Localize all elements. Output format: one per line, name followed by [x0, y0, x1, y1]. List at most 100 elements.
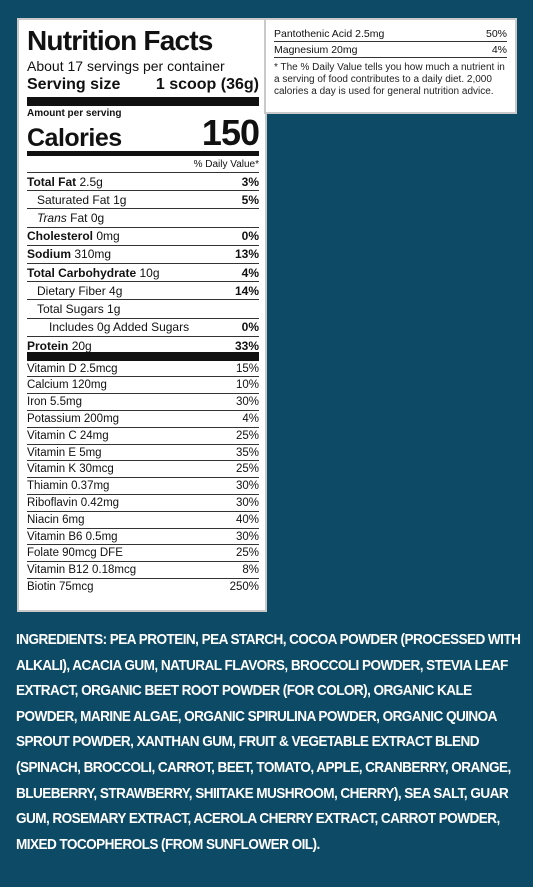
vitamin-row: Vitamin E 5mg 35%	[27, 445, 259, 462]
nutrient-row-total-fat: Total Fat 2.5g 3%	[27, 173, 259, 192]
vitamin-row: Potassium 200mg 4%	[27, 411, 259, 428]
nutrient-dv: 3%	[241, 174, 259, 189]
nutrient-amount: 1g	[113, 192, 127, 207]
nutrient-amount: 20g	[71, 338, 92, 353]
nutrient-amount: 1g	[107, 301, 121, 316]
vitamin-dv: 15%	[235, 362, 259, 375]
nutrient-dv: 0%	[241, 229, 259, 244]
vitamin-row: Riboflavin 0.42mg 30%	[27, 495, 259, 512]
vitamin-dv: 40%	[235, 513, 259, 526]
vitamin-name: Niacin 6mg	[27, 513, 85, 526]
vitamin-dv: 10%	[235, 379, 259, 392]
vitamin-dv: 250%	[229, 581, 259, 594]
nutrient-dv: 0%	[241, 320, 259, 335]
nutrient-name: Magnesium 20mg	[274, 43, 358, 56]
vitamin-name: Vitamin B12 0.18mcg	[27, 564, 137, 577]
vitamin-name: Vitamin K 30mcg	[27, 463, 114, 476]
serving-size-row: Serving size 1 scoop (36g)	[27, 75, 259, 106]
nutrient-dv: 4%	[491, 43, 507, 56]
vitamin-dv: 25%	[235, 547, 259, 560]
nutrient-dv: 5%	[241, 192, 259, 207]
vitamin-row: Vitamin K 30mcg 25%	[27, 461, 259, 479]
vitamin-row: Vitamin B6 0.5mg 30%	[27, 529, 259, 546]
nutrient-name: Cholesterol	[27, 229, 94, 244]
calories-value: 150	[201, 112, 260, 153]
nutrient-amount: 0mg	[96, 229, 120, 244]
vitamin-row: Calcium 120mg 10%	[27, 377, 259, 395]
nutrient-dv: 33%	[234, 338, 259, 353]
nutrient-row-added-sugars: Includes 0g Added Sugars 0%	[27, 319, 259, 337]
nutrient-row-total-sugars: Total Sugars 1g	[27, 300, 259, 319]
vitamin-name: Riboflavin 0.42mg	[27, 496, 120, 509]
nutrient-name: Total Fat	[27, 174, 77, 189]
nutrition-facts-panel: Nutrition Facts About 17 servings per co…	[17, 18, 267, 612]
nutrient-name: Pantothenic Acid 2.5mg	[274, 27, 385, 40]
vitamin-name: Thiamin 0.37mg	[27, 480, 110, 493]
calories-row: Calories 150	[27, 115, 260, 156]
nutrient-name: Protein	[27, 338, 69, 353]
vitamin-row: Iron 5.5mg 30%	[27, 394, 259, 412]
ingredients-list: PEA PROTEIN, PEA STARCH, COCOA POWDER (P…	[16, 632, 521, 853]
nutrient-row-saturated-fat: Saturated Fat 1g 5%	[27, 191, 259, 210]
nutrient-row-dietary-fiber: Dietary Fiber 4g 14%	[27, 282, 259, 301]
nutrient-dv: 14%	[234, 283, 259, 298]
amount-per-serving: Amount per serving	[27, 108, 122, 119]
nutrient-row-sodium: Sodium 310mg 13%	[27, 246, 259, 264]
nutrient-amount: 310mg	[74, 247, 112, 262]
vitamin-dv: 25%	[235, 463, 259, 476]
vitamin-dv: 4%	[242, 412, 259, 425]
vitamin-name: Folate 90mcg DFE	[27, 547, 123, 560]
vitamin-name: Vitamin C 24mg	[27, 429, 109, 442]
nutrient-name: Saturated Fat	[37, 192, 110, 207]
calories-label: Calories	[27, 124, 122, 152]
nutrient-amount: 2.5g	[79, 174, 103, 189]
vitamin-list: Vitamin D 2.5mcg 15% Calcium 120mg 10% Iro…	[27, 361, 259, 596]
vitamin-name: Vitamin D 2.5mcg	[27, 362, 118, 375]
nutrition-facts-continued-panel: Pantothenic Acid 2.5mg 50% Magnesium 20mg…	[264, 18, 517, 114]
nutrient-row-protein: Protein 20g 33%	[27, 337, 259, 361]
side-row-magnesium: Magnesium 20mg 4%	[274, 42, 507, 58]
nutrient-name: Sodium	[27, 247, 71, 262]
serving-size-label: Serving size	[27, 76, 121, 93]
nutrient-dv: 50%	[485, 27, 507, 40]
vitamin-row: Thiamin 0.37mg 30%	[27, 478, 259, 496]
daily-value-footnote: * The % Daily Value tells you how much a…	[274, 62, 505, 97]
vitamin-dv: 30%	[235, 480, 259, 493]
vitamin-dv: 30%	[235, 530, 259, 543]
vitamin-row: Biotin 75mcg 250%	[27, 579, 259, 596]
vitamin-name: Vitamin B6 0.5mg	[27, 530, 118, 543]
nutrition-facts-title: Nutrition Facts	[27, 25, 213, 56]
nutrient-amount: 10g	[139, 265, 160, 280]
vitamin-dv: 8%	[242, 564, 259, 577]
side-row-pantothenic-acid: Pantothenic Acid 2.5mg 50%	[274, 26, 507, 42]
nutrient-row-total-carbohydrate: Total Carbohydrate 10g 4%	[27, 264, 259, 283]
nutrient-amount: Fat 0g	[70, 210, 105, 225]
vitamin-name: Potassium 200mg	[27, 412, 120, 425]
vitamin-name: Calcium 120mg	[27, 379, 107, 392]
nutrient-row-trans-fat: Trans Fat 0g	[27, 209, 259, 228]
vitamin-row: Vitamin C 24mg 25%	[27, 428, 259, 445]
vitamin-dv: 35%	[235, 446, 259, 459]
daily-value-header: % Daily Value*	[27, 156, 259, 173]
vitamin-dv: 25%	[235, 429, 259, 442]
vitamin-row: Vitamin B12 0.18mcg 8%	[27, 562, 259, 580]
nutrient-name: Total Sugars	[37, 301, 104, 316]
nutrient-dv: 4%	[241, 265, 259, 280]
nutrient-name: Includes 0g Added Sugars	[49, 320, 190, 335]
nutrient-name: Dietary Fiber	[37, 283, 106, 298]
vitamin-name: Vitamin E 5mg	[27, 446, 102, 459]
ingredients-label: INGREDIENTS:	[16, 632, 107, 648]
vitamin-name: Iron 5.5mg	[27, 396, 82, 409]
vitamin-row: Vitamin D 2.5mcg 15%	[27, 361, 259, 378]
nutrient-name: Trans	[37, 210, 67, 225]
nutrient-dv: 13%	[234, 247, 259, 262]
serving-size-value: 1 scoop (36g)	[155, 76, 259, 93]
vitamin-dv: 30%	[235, 496, 259, 509]
vitamin-row: Niacin 6mg 40%	[27, 512, 259, 529]
vitamin-row: Folate 90mcg DFE 25%	[27, 545, 259, 563]
servings-per-container: About 17 servings per container	[27, 58, 225, 74]
nutrient-row-cholesterol: Cholesterol 0mg 0%	[27, 228, 259, 246]
ingredients-text: INGREDIENTS: PEA PROTEIN, PEA STARCH, CO…	[16, 628, 524, 858]
nutrient-name: Total Carbohydrate	[27, 265, 137, 280]
vitamin-dv: 30%	[235, 396, 259, 409]
